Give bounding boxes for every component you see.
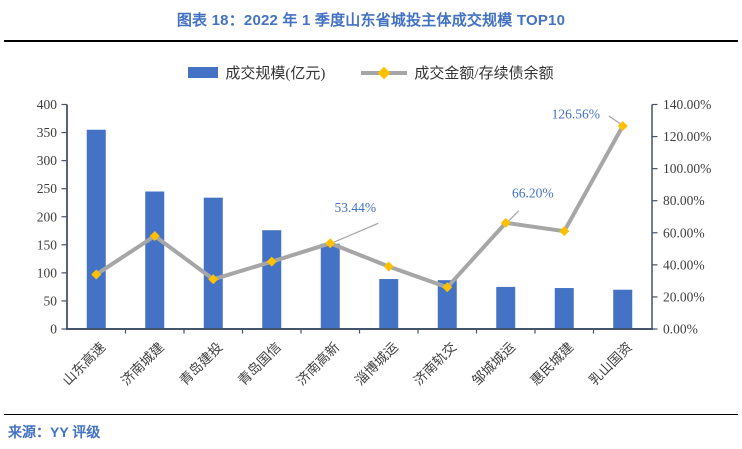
diamond-marker-icon [617,121,628,132]
svg-text:60.00%: 60.00% [663,225,705,240]
diamond-marker-icon [442,282,453,293]
category-label: 青岛国信 [235,340,284,389]
bar [203,197,223,329]
category-label: 邹城城运 [469,339,518,388]
svg-text:300: 300 [37,153,58,168]
bar [613,289,633,329]
svg-text:50: 50 [44,293,58,308]
bar [437,280,457,329]
svg-text:350: 350 [37,125,58,140]
annotations-group: 53.44% 66.20% 126.56% [331,107,622,244]
category-label: 济南城建 [118,340,167,389]
bar [379,279,399,329]
diamond-marker-icon [500,217,511,228]
diamond-marker-icon [559,226,570,237]
legend-item-bar-series: 成交规模(亿元) [188,62,325,83]
chart-legend: 成交规模(亿元) 成交金额/存续债余额 [0,62,742,83]
bar [145,191,165,329]
line-series-swatch [361,66,408,79]
diamond-marker-icon [325,238,336,249]
category-label: 惠民城建 [528,340,577,389]
diamond-marker-icon [378,66,391,79]
svg-text:40.00%: 40.00% [663,257,705,272]
bar [496,286,516,329]
svg-text:20.00%: 20.00% [663,289,705,304]
category-label: 淄博城运 [351,338,401,388]
bar [86,129,106,329]
legend-line-label: 成交金额/存续债余额 [414,66,554,82]
svg-text:80.00%: 80.00% [663,193,705,208]
svg-text:150: 150 [37,237,58,252]
data-label: 53.44% [334,200,376,215]
diamond-marker-icon [208,274,219,285]
category-label: 济南轨交 [410,339,459,388]
axis-lines [66,104,653,330]
bars-group [86,129,633,329]
bar [320,243,340,329]
svg-text:100: 100 [37,265,58,280]
data-label: 66.20% [512,185,554,200]
svg-text:250: 250 [37,181,58,196]
axis-ticks: 0 50 100 150 200 250 300 350 400 0.00% 20.00% 40.00… [37,97,712,337]
bar [554,288,574,329]
line-group [91,121,628,293]
svg-text:100.00%: 100.00% [663,161,711,176]
svg-text:0: 0 [50,322,57,337]
legend-bar-label: 成交规模(亿元) [225,66,326,82]
svg-text:140.00%: 140.00% [663,97,711,112]
svg-text:200: 200 [37,209,58,224]
category-labels: 山东高速 济南城建 青岛建投 青岛国信 济南高新 淄博城运 济南轨交 邹城城运 惠民城建 乳山国资 [59,338,635,388]
diamond-marker-icon [383,261,394,272]
chart-title: 图表 18：2022 年 1 季度山东省城投主体成交规模 TOP10 [176,12,566,29]
svg-text:400: 400 [37,97,58,112]
bottom-divider [4,414,738,415]
svg-text:0.00%: 0.00% [663,322,698,337]
diamond-marker-icon [266,256,277,267]
source-note: 来源：YY 评级 [8,424,101,440]
data-label: 126.56% [552,107,600,122]
category-label: 乳山国资 [586,340,635,389]
bar [262,230,282,329]
category-label: 山东高速 [59,339,108,388]
legend-item-line-series: 成交金额/存续债余额 [361,62,554,83]
bar-series-swatch [188,67,219,78]
svg-text:120.00%: 120.00% [663,129,711,144]
diamond-marker-icon [149,230,160,241]
category-label: 济南高新 [293,339,342,388]
category-label: 青岛建投 [177,340,226,389]
combo-chart-plot: 0 50 100 150 200 250 300 350 400 0.00% 20.00% 40.00… [37,97,712,388]
diamond-marker-icon [91,269,102,280]
top-divider [4,40,738,42]
